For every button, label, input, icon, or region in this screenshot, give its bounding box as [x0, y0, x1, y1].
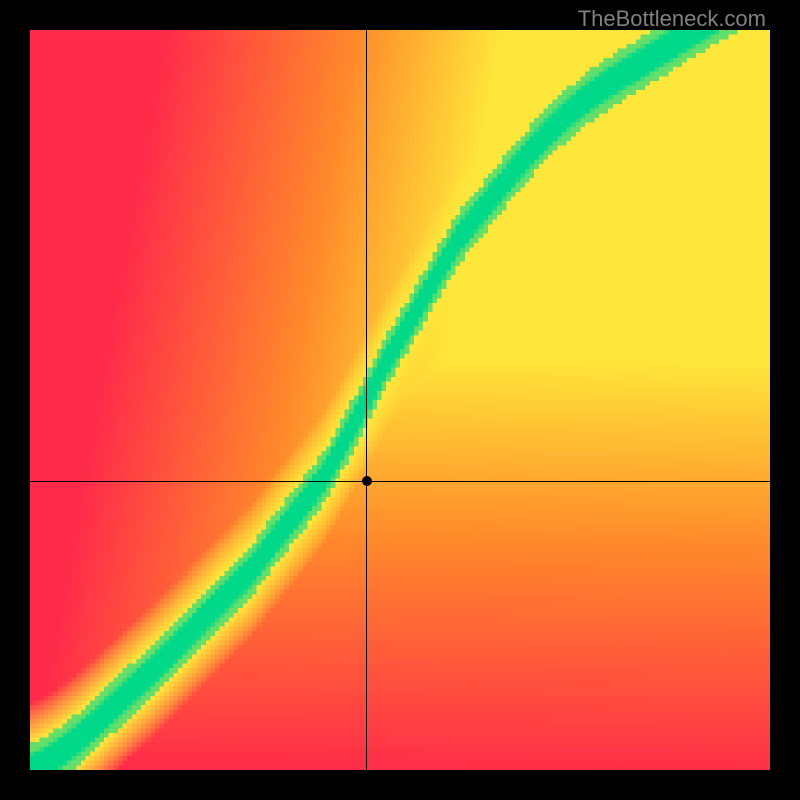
heatmap-canvas — [30, 30, 770, 770]
chart-frame: TheBottleneck.com — [0, 0, 800, 800]
plot-area — [30, 30, 770, 770]
crosshair-vertical — [366, 30, 367, 770]
crosshair-horizontal — [30, 481, 770, 482]
marker-dot — [362, 476, 372, 486]
watermark-text: TheBottleneck.com — [578, 6, 766, 32]
